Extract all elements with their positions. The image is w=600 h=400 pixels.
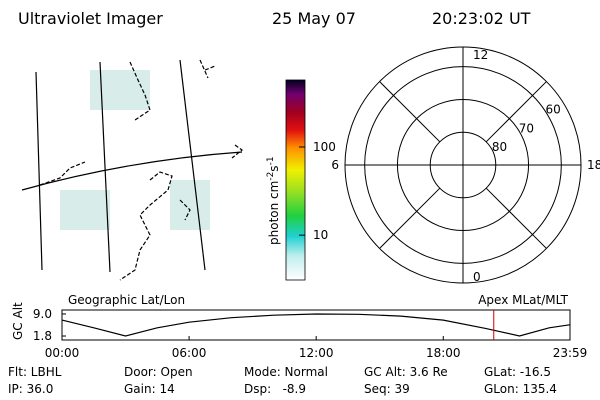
colorbar <box>285 79 306 281</box>
polar-hour-label: 0 <box>473 270 481 284</box>
footer-field: GC Alt: 3.6 Re <box>364 365 448 379</box>
footer-field: GLon: 135.4 <box>484 382 557 396</box>
polar-ring <box>396 98 530 232</box>
polar-ring <box>429 131 497 199</box>
image-panel <box>21 59 243 281</box>
y-tick-label: 9.0 <box>33 307 52 321</box>
polar-ring-label: 70 <box>519 121 534 135</box>
footer-field: GLat: -16.5 <box>484 365 551 379</box>
polar-diagonal <box>379 81 441 143</box>
polar-ring <box>364 66 562 264</box>
colorbar-label-part: s <box>267 165 281 171</box>
colorbar-label-part: photon cm <box>267 181 281 245</box>
polar-diagonal <box>485 187 547 249</box>
footer-field: Dsp: -8.9 <box>244 382 306 396</box>
footer-field: Seq: 39 <box>364 382 410 396</box>
right-label: Apex MLat/MLT <box>478 293 568 307</box>
footer-field: IP: 36.0 <box>8 382 53 396</box>
altitude-line <box>61 313 571 337</box>
polar-hour-label: 12 <box>473 48 488 62</box>
colorbar-label-part: -1 <box>266 156 276 165</box>
footer-field: Gain: 14 <box>124 382 175 396</box>
y-tick-label: 1.8 <box>33 329 52 343</box>
x-tick-label: 18:00 <box>426 346 461 360</box>
footer-field: Door: Open <box>124 365 193 379</box>
polar-hour-label: 18 <box>587 158 600 172</box>
polar-diagonal <box>379 187 441 249</box>
footer-field: Flt: LBHL <box>8 365 62 379</box>
polar-hour-label: 6 <box>331 158 339 172</box>
polar-ring-label: 60 <box>546 103 561 117</box>
colorbar-tick-label: 100 <box>313 140 336 154</box>
x-tick-label: 06:00 <box>172 346 207 360</box>
colorbar-label: photon cm-2s-1 <box>266 156 281 245</box>
colorbar-label-part: -2 <box>266 172 276 181</box>
time: 20:23:02 UT <box>432 9 531 28</box>
polar-diagonal <box>485 81 547 143</box>
colorbar-tick-label: 10 <box>313 228 328 242</box>
date: 25 May 07 <box>272 9 356 28</box>
title: Ultraviolet Imager <box>18 9 163 28</box>
footer-field: Mode: Normal <box>244 365 328 379</box>
polar-ring-label: 80 <box>492 140 507 154</box>
x-tick-label: 00:00 <box>45 346 80 360</box>
x-tick-label: 23:59 <box>553 346 588 360</box>
x-tick-label: 12:00 <box>299 346 334 360</box>
left-label: Geographic Lat/Lon <box>68 293 185 307</box>
y-axis-label: GC Alt <box>11 302 25 340</box>
